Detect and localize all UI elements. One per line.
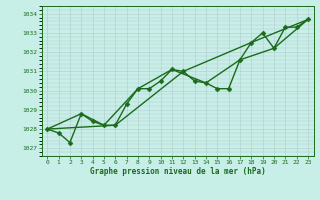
X-axis label: Graphe pression niveau de la mer (hPa): Graphe pression niveau de la mer (hPa)	[90, 167, 266, 176]
